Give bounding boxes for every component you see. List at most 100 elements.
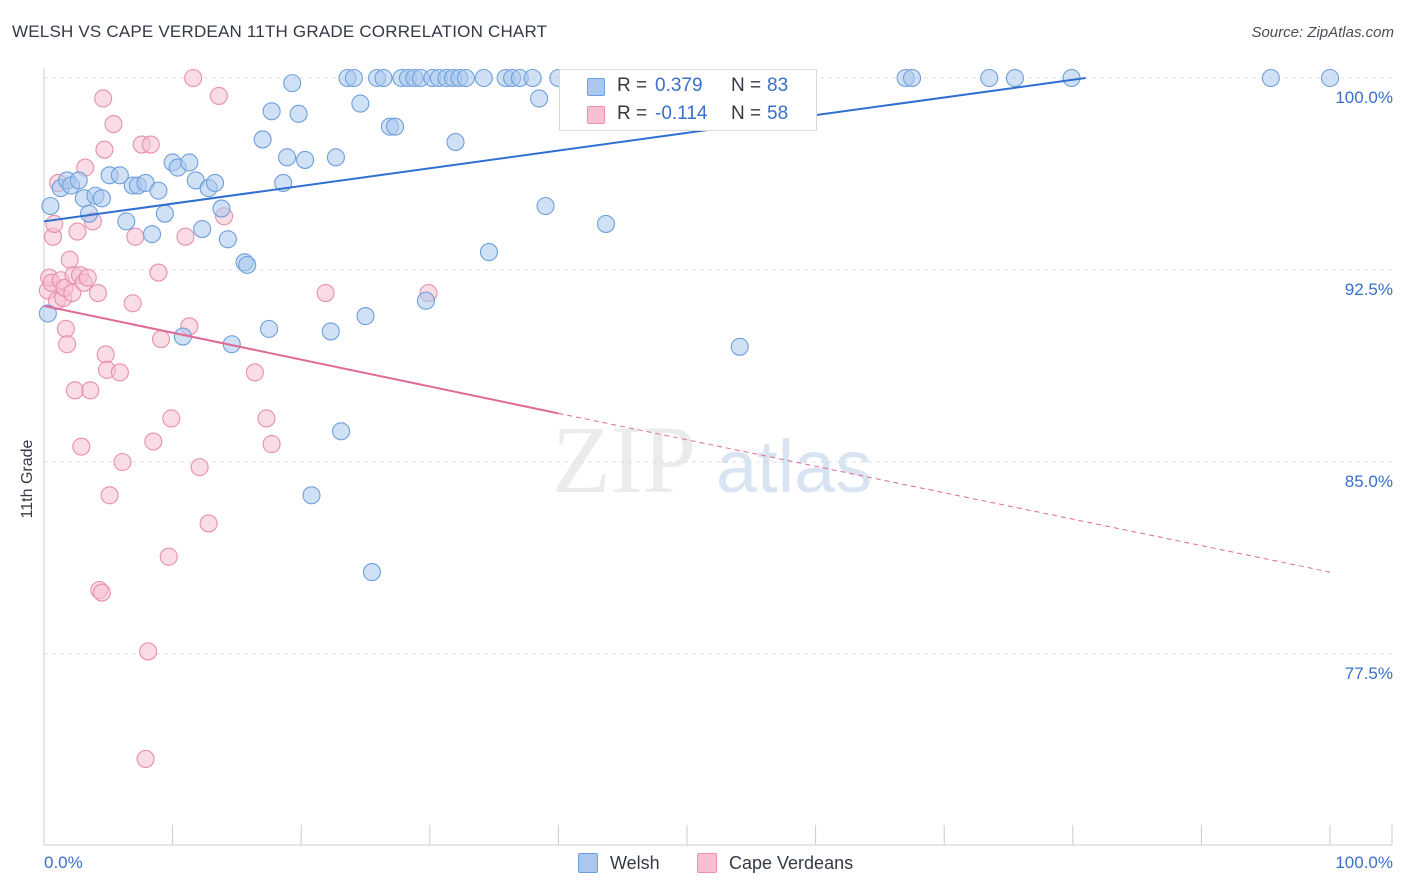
cape-legend-swatch — [697, 853, 717, 873]
cape-verdeans-point — [104, 115, 123, 134]
y-axis-label: 11th Grade — [19, 439, 36, 519]
cape-verdeans-point — [139, 642, 158, 661]
cape-swatch — [587, 106, 605, 124]
cape-verdeans-point — [149, 263, 168, 282]
welsh-point — [1261, 68, 1280, 88]
welsh-point — [362, 563, 381, 582]
welsh-point — [386, 117, 405, 136]
cape-verdeans-point — [65, 381, 84, 400]
welsh-r-label: R = — [617, 75, 648, 96]
grid-lines — [44, 77, 1392, 655]
cape-verdeans-point — [96, 345, 115, 364]
cape-verdeans-points — [38, 68, 438, 769]
welsh-point — [259, 319, 279, 338]
welsh-point — [212, 199, 231, 218]
welsh-legend-swatch — [578, 853, 598, 873]
cape-verdeans-point — [136, 749, 155, 769]
welsh-point — [326, 148, 345, 167]
cape-n-value: 58 — [767, 103, 789, 124]
welsh-point — [356, 307, 375, 326]
welsh-point — [69, 171, 88, 190]
welsh-point — [180, 153, 199, 172]
cape-n-label: N = — [731, 103, 762, 124]
welsh-point — [149, 181, 168, 200]
welsh-point — [218, 230, 237, 249]
cape-verdeans-point — [162, 409, 181, 428]
welsh-legend-label: Welsh — [610, 853, 660, 873]
welsh-point — [980, 68, 999, 88]
welsh-point — [296, 150, 315, 169]
cape-verdeans-point — [151, 330, 171, 349]
welsh-point — [302, 486, 321, 505]
welsh-point — [523, 68, 542, 88]
welsh-point — [38, 304, 57, 323]
cape-verdeans-point — [257, 409, 276, 428]
welsh-point — [238, 255, 257, 274]
welsh-point — [1005, 68, 1024, 88]
cape-verdeans-point — [126, 227, 145, 246]
cape-verdeans-point — [176, 227, 195, 246]
welsh-n-value: 83 — [767, 75, 789, 96]
welsh-point — [479, 243, 499, 262]
cape-verdeans-point — [209, 86, 228, 105]
welsh-trend-line — [43, 77, 1086, 223]
welsh-point — [902, 68, 922, 88]
welsh-point — [416, 291, 435, 310]
welsh-point — [155, 204, 174, 223]
welsh-point — [193, 219, 212, 239]
welsh-n-label: N = — [731, 75, 762, 96]
cape-verdeans-point — [141, 135, 160, 154]
welsh-point — [117, 212, 136, 231]
welsh-point — [262, 102, 281, 121]
welsh-point — [332, 422, 351, 441]
cape-verdeans-point — [56, 319, 75, 338]
x-tick-label-min: 0.0% — [44, 853, 83, 872]
cape-verdeans-point — [72, 437, 91, 456]
welsh-point — [344, 68, 363, 88]
welsh-points — [38, 68, 1340, 582]
welsh-point — [1062, 68, 1081, 88]
welsh-point — [205, 173, 225, 193]
welsh-point — [1320, 68, 1340, 88]
cape-verdeans-point — [68, 222, 87, 241]
cape-verdeans-point — [245, 363, 264, 382]
cape-verdeans-point — [94, 89, 113, 108]
trend-lines — [43, 77, 1331, 573]
cape-verdeans-point — [88, 283, 108, 303]
welsh-point — [289, 104, 308, 123]
cape-verdeans-point — [123, 294, 142, 313]
cape-verdeans-point — [190, 458, 209, 477]
cape-verdeans-point — [316, 283, 335, 303]
welsh-swatch — [587, 78, 605, 96]
cape-verdeans-point — [199, 514, 218, 533]
welsh-point — [446, 132, 465, 152]
welsh-point — [530, 89, 549, 108]
cape-verdeans-point — [113, 452, 132, 472]
watermark-atlas: atlas — [716, 425, 872, 508]
welsh-point — [536, 196, 555, 216]
cape-verdeans-point — [262, 435, 281, 454]
cape-verdeans-point — [45, 214, 64, 233]
welsh-r-value: 0.379 — [655, 75, 703, 96]
welsh-point — [253, 130, 272, 149]
cape-verdeans-point — [78, 268, 97, 287]
welsh-point — [456, 68, 475, 88]
y-tick-label: 85.0% — [1345, 472, 1393, 491]
cape-legend-label: Cape Verdeans — [729, 853, 854, 873]
welsh-point — [92, 189, 111, 208]
welsh-point — [110, 166, 129, 185]
cape-verdeans-point — [184, 68, 203, 88]
cape-verdeans-point — [81, 381, 100, 400]
welsh-point — [596, 214, 616, 233]
cape-verdeans-point — [63, 283, 82, 303]
welsh-point — [351, 94, 370, 113]
cape-verdeans-point — [92, 583, 111, 602]
axes — [43, 68, 1393, 846]
welsh-point — [278, 148, 297, 167]
cape-verdeans-point — [95, 140, 114, 159]
legend-row-welsh: R = 0.379 N = 83 — [560, 73, 816, 101]
cape-r-value: -0.114 — [655, 103, 708, 124]
y-tick-label: 92.5% — [1345, 280, 1393, 299]
cape-verdeans-point — [60, 250, 79, 269]
